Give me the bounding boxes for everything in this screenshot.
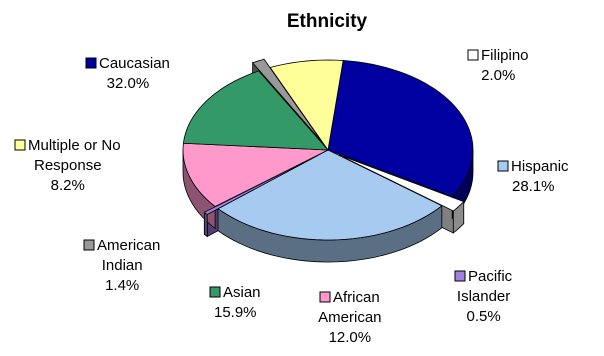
label-filipino: Filipino 2.0% — [467, 47, 529, 84]
label-value-caucasian: 32.0% — [107, 75, 150, 92]
label-hispanic: Hispanic 28.1% — [497, 158, 569, 195]
slice-multiple-or-no-response — [269, 59, 344, 152]
label-name-american-indian-line2: Indian — [102, 257, 143, 274]
label-key-pacific-islander — [454, 270, 466, 282]
label-name-multiple-or-no-response: Multiple or No — [28, 137, 121, 154]
label-key-african-american — [319, 291, 331, 303]
label-key-multiple-or-no-response — [14, 139, 26, 151]
pie-tops — [182, 58, 474, 241]
label-name-pacific-islander: Pacific — [468, 268, 513, 285]
label-name-caucasian: Caucasian — [99, 55, 170, 72]
slice-filipino — [339, 154, 465, 212]
label-key-hispanic — [497, 160, 509, 172]
label-pacific-islander: Pacific Islander 0.5% — [454, 268, 513, 325]
slice-hispanic — [217, 149, 443, 241]
label-name-pacific-islander-line2: Islander — [457, 288, 510, 305]
label-name-african-american: African — [333, 289, 380, 306]
slice-caucasian — [327, 60, 474, 197]
slice-asian — [182, 70, 329, 151]
label-asian: Asian 15.9% — [209, 284, 261, 321]
label-african-american: African American 12.0% — [318, 289, 381, 346]
label-key-american-indian — [83, 239, 95, 251]
slice-african-american — [182, 142, 330, 207]
label-name-hispanic: Hispanic — [511, 158, 569, 175]
label-value-asian: 15.9% — [214, 304, 257, 321]
label-name-american-indian: American — [97, 237, 160, 254]
label-american-indian: American Indian 1.4% — [83, 237, 160, 294]
label-key-asian — [209, 286, 221, 298]
label-name-asian: Asian — [223, 284, 261, 301]
label-name-african-american-line2: American — [318, 309, 381, 326]
label-name-filipino: Filipino — [481, 47, 529, 64]
label-key-caucasian — [85, 57, 97, 69]
label-caucasian: Caucasian 32.0% — [85, 55, 170, 92]
label-value-filipino: 2.0% — [481, 67, 515, 84]
label-value-pacific-islander: 0.5% — [466, 308, 500, 325]
label-value-multiple-or-no-response: 8.2% — [51, 177, 85, 194]
label-value-hispanic: 28.1% — [512, 178, 555, 195]
chart-title: Ethnicity — [287, 11, 368, 32]
label-value-african-american: 12.0% — [329, 329, 372, 346]
label-value-american-indian: 1.4% — [105, 277, 139, 294]
pie-labels: Caucasian 32.0% Filipino 2.0% Hispanic 28.1% P… — [14, 47, 569, 346]
slice-side-pacific-islander — [203, 211, 208, 238]
label-multiple-or-no-response: Multiple or No Response 8.2% — [14, 137, 121, 194]
label-name-multiple-or-no-response-line2: Response — [34, 157, 102, 174]
label-key-filipino — [467, 49, 479, 61]
